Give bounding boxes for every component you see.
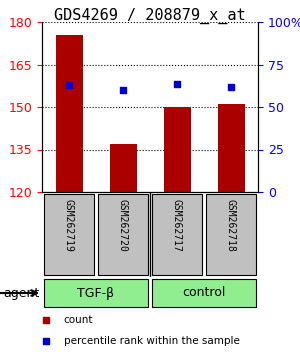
Bar (164, 107, 190, 192)
Bar (152, 194, 202, 275)
Text: GDS4269 / 208879_x_at: GDS4269 / 208879_x_at (54, 8, 246, 24)
Text: count: count (64, 315, 93, 325)
Text: agent: agent (3, 286, 39, 299)
Text: GSM262720: GSM262720 (118, 199, 128, 252)
Bar (218, 104, 244, 192)
Text: percentile rank within the sample: percentile rank within the sample (64, 336, 239, 346)
Point (175, 81, 179, 87)
Text: control: control (182, 286, 226, 299)
Bar (44, 279, 148, 307)
Bar (56, 35, 82, 192)
Bar (98, 194, 148, 275)
Point (44, 338, 49, 343)
Text: TGF-β: TGF-β (77, 286, 115, 299)
Point (44, 318, 49, 323)
Bar (44, 194, 94, 275)
Text: GSM262718: GSM262718 (226, 199, 236, 252)
Point (229, 84, 233, 90)
Point (67, 82, 71, 88)
Point (121, 87, 125, 93)
Bar (152, 279, 256, 307)
Text: GSM262719: GSM262719 (64, 199, 74, 252)
Bar (110, 144, 136, 192)
Bar (206, 194, 256, 275)
Text: GSM262717: GSM262717 (172, 199, 182, 252)
